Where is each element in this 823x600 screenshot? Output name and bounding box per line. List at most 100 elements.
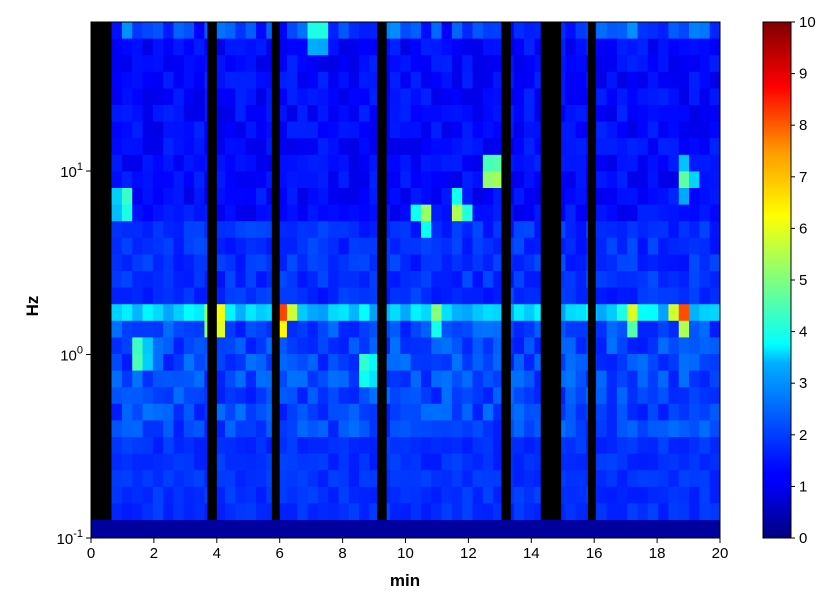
heatmap-cell [307,38,319,56]
heatmap-cell [142,22,154,40]
heatmap-cell [111,320,123,338]
heatmap-cell [183,204,195,222]
heatmap-cell [152,437,164,455]
heatmap-cell [132,237,144,255]
heatmap-cell [513,287,525,305]
heatmap-cell [338,320,350,338]
heatmap-cell [214,138,226,156]
heatmap-cell [235,254,247,272]
heatmap-cell [410,154,422,172]
heatmap-cell [214,304,226,322]
heatmap-cell [668,403,680,421]
heatmap-cell [565,188,577,206]
heatmap-cell [286,188,298,206]
heatmap-cell [689,337,700,355]
heatmap-cell [420,254,432,272]
heatmap-cell [647,188,659,206]
heatmap-cell [524,254,535,272]
heatmap-cell [493,470,504,488]
heatmap-cell [420,320,432,338]
heatmap-cell [431,354,443,372]
heatmap-cell [637,304,649,322]
heatmap-cell [431,254,443,272]
heatmap-cell [678,403,690,421]
heatmap-cell [286,88,298,106]
heatmap-cell [472,437,484,455]
heatmap-cell [317,71,329,89]
heatmap-cell [163,271,174,289]
heatmap-cell [462,154,474,172]
heatmap-cell [286,354,298,372]
heatmap-cell [596,221,608,239]
heatmap-cell [606,171,618,189]
heatmap-cell [348,486,360,504]
heatmap-cell [647,138,659,156]
heatmap-cell [152,154,164,172]
heatmap-cell [245,437,257,455]
heatmap-cell [513,437,525,455]
heatmap-cell [359,237,370,255]
heatmap-cell [142,254,154,272]
heatmap-cell [451,88,463,106]
heatmap-cell [163,387,174,405]
heatmap-cell [410,138,422,156]
heatmap-cell [183,171,195,189]
heatmap-cell [493,403,504,421]
heatmap-cell [328,403,339,421]
heatmap-cell [606,470,618,488]
heatmap-cell [668,470,680,488]
heatmap-cell [214,204,226,222]
heatmap-cell [472,138,484,156]
colorbar-tick-label: 0 [799,530,807,547]
heatmap-cell [276,354,288,372]
heatmap-cell [616,503,628,521]
heatmap-cell [276,55,288,73]
heatmap-cell [276,271,288,289]
heatmap-cell [297,437,309,455]
heatmap-cell [235,154,247,172]
heatmap-cell [637,387,649,405]
heatmap-cell [472,22,484,40]
heatmap-cell [658,354,669,372]
heatmap-cell [627,320,639,338]
heatmap-cell [678,204,690,222]
heatmap-cell [225,71,236,89]
heatmap-cell [534,38,546,56]
heatmap-cell [678,154,690,172]
colorbar-tick-label: 8 [799,117,807,134]
heatmap-cell [513,503,525,521]
heatmap-cell [400,437,412,455]
heatmap-cell [482,287,494,305]
heatmap-cell [121,154,133,172]
colorbar-tick-label: 10 [799,14,816,31]
heatmap-cell [513,237,525,255]
heatmap-cell [637,71,649,89]
heatmap-cell [400,470,412,488]
heatmap-cell [472,88,484,106]
heatmap-cell [307,121,319,139]
heatmap-cell [297,337,309,355]
heatmap-cell [431,470,443,488]
heatmap-cell [606,188,618,206]
heatmap-cell [173,221,185,239]
heatmap-cell [575,88,587,106]
heatmap-cell [627,403,639,421]
heatmap-cell [462,237,474,255]
heatmap-cell [369,420,381,438]
heatmap-cell [245,354,257,372]
heatmap-cell [668,121,680,139]
heatmap-cell [163,354,174,372]
heatmap-cell [689,320,700,338]
heatmap-cell [668,437,680,455]
heatmap-cell [121,121,133,139]
heatmap-cell [163,105,174,123]
heatmap-cell [627,88,639,106]
heatmap-cell [524,503,535,521]
heatmap-cell [596,387,608,405]
heatmap-cell [255,237,267,255]
heatmap-cell [616,188,628,206]
heatmap-cell [297,370,309,388]
heatmap-cell [286,154,298,172]
heatmap-cell [627,105,639,123]
